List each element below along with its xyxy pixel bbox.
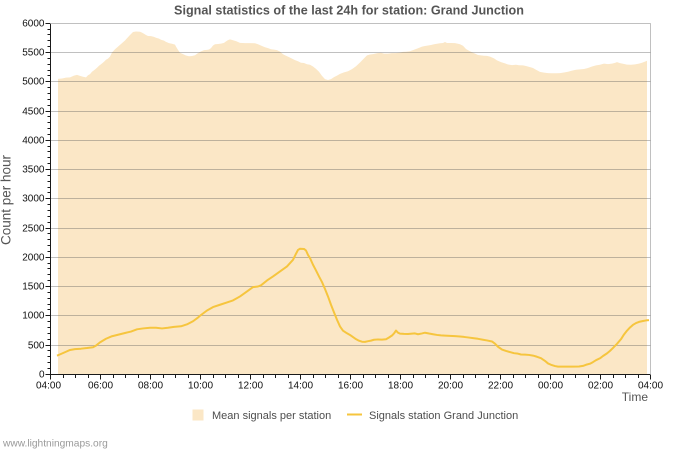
svg-text:3500: 3500 bbox=[22, 165, 45, 176]
svg-text:18:00: 18:00 bbox=[388, 381, 413, 392]
svg-text:2000: 2000 bbox=[22, 253, 45, 264]
svg-text:20:00: 20:00 bbox=[438, 381, 463, 392]
svg-text:Count per hour: Count per hour bbox=[0, 154, 14, 245]
svg-text:5000: 5000 bbox=[22, 77, 45, 88]
svg-text:06:00: 06:00 bbox=[88, 381, 113, 392]
svg-text:00:00: 00:00 bbox=[538, 381, 563, 392]
svg-text:0: 0 bbox=[39, 370, 45, 381]
svg-text:Signal statistics of the last: Signal statistics of the last 24h for st… bbox=[174, 4, 524, 18]
svg-text:02:00: 02:00 bbox=[588, 381, 613, 392]
svg-text:Signals station Grand Junction: Signals station Grand Junction bbox=[369, 410, 518, 422]
svg-text:5500: 5500 bbox=[22, 48, 45, 59]
svg-text:12:00: 12:00 bbox=[238, 381, 263, 392]
svg-text:08:00: 08:00 bbox=[138, 381, 163, 392]
svg-text:16:00: 16:00 bbox=[338, 381, 363, 392]
svg-text:Mean signals per station: Mean signals per station bbox=[212, 410, 331, 422]
svg-text:4500: 4500 bbox=[22, 107, 45, 118]
svg-text:2500: 2500 bbox=[22, 224, 45, 235]
svg-text:1000: 1000 bbox=[22, 311, 45, 322]
svg-text:6000: 6000 bbox=[22, 19, 45, 30]
svg-text:1500: 1500 bbox=[22, 282, 45, 293]
svg-text:www.lightningmaps.org: www.lightningmaps.org bbox=[2, 439, 108, 450]
svg-text:3000: 3000 bbox=[22, 194, 45, 205]
svg-text:10:00: 10:00 bbox=[188, 381, 213, 392]
svg-text:22:00: 22:00 bbox=[488, 381, 513, 392]
svg-text:14:00: 14:00 bbox=[288, 381, 313, 392]
svg-text:04:00: 04:00 bbox=[638, 381, 663, 392]
svg-text:4000: 4000 bbox=[22, 136, 45, 147]
svg-text:04:00: 04:00 bbox=[36, 381, 61, 392]
svg-text:Time: Time bbox=[622, 390, 649, 404]
svg-text:500: 500 bbox=[28, 341, 45, 352]
